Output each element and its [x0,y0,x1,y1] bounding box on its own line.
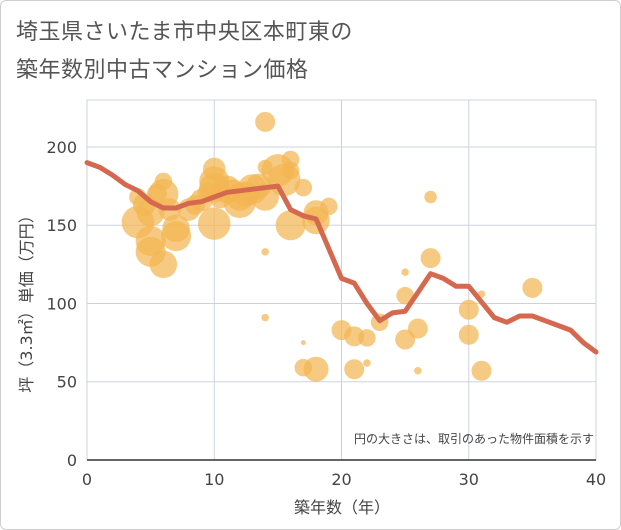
data-point [261,313,269,322]
chart-title-line1: 埼玉県さいたま市中央区本町東の [16,20,353,45]
x-tick-label: 20 [331,470,351,489]
data-point [363,359,371,367]
data-point [300,340,306,346]
data-point [471,360,492,381]
x-tick-label: 10 [204,470,224,489]
chart-title-line2: 築年数別中古マンション価格 [16,58,309,83]
data-point [281,161,300,180]
trend-line [84,160,599,355]
data-point [303,356,329,382]
trend-line-series [84,160,599,355]
data-point [255,111,276,132]
data-point [424,190,437,204]
y-tick-label: 50 [57,373,77,392]
data-point [161,221,192,252]
y-tick-label: 100 [46,294,77,313]
y-tick-label: 0 [67,451,77,470]
y-tick-label: 200 [46,138,77,157]
data-point [261,248,269,256]
data-point [414,367,422,375]
data-point [275,210,306,241]
size-legend-note: 円の大きさは、取引のあった物件面積を示す [354,431,594,446]
x-tick-label: 0 [82,470,92,489]
data-point [396,286,414,305]
x-axis-label: 築年数（年） [294,498,390,517]
data-point [522,277,543,298]
data-point [358,329,376,347]
data-point [458,299,479,320]
y-axis-label: 坪（3.3㎡）単価（万円） [17,207,36,392]
data-point [420,248,441,269]
data-point [344,359,365,380]
data-point [458,324,479,345]
data-point [320,197,338,216]
x-tick-label: 40 [586,470,606,489]
data-point [401,268,409,276]
y-tick-label: 150 [46,216,77,235]
data-point [294,178,313,197]
data-point [407,318,428,339]
data-point [198,207,231,240]
data-point [149,250,178,279]
x-tick-label: 30 [459,470,479,489]
axes: 0 10 20 30 40 0 50 100 150 200 [46,138,606,489]
